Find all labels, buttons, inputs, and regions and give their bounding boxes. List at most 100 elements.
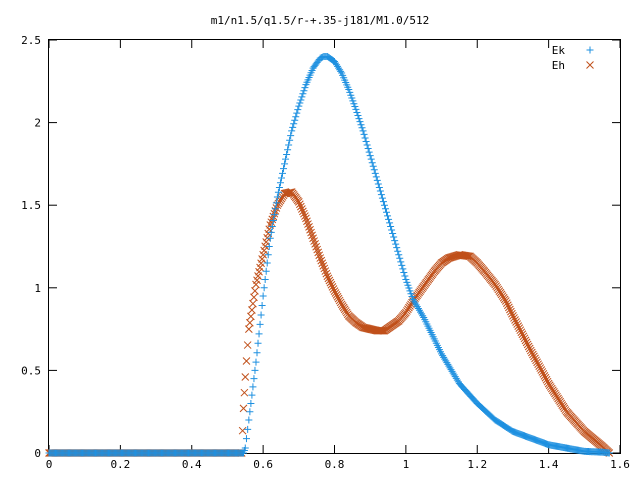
data-point (298, 93, 306, 101)
data-point (304, 220, 312, 228)
data-point (525, 344, 534, 353)
data-point (249, 383, 257, 391)
data-point (386, 219, 394, 227)
data-point (305, 223, 313, 231)
data-point (238, 426, 247, 435)
data-point (357, 121, 365, 129)
data-point (248, 306, 256, 314)
y-tick-label: 1.5 (21, 199, 41, 212)
data-point (503, 301, 512, 310)
data-point (260, 284, 268, 292)
data-point (418, 310, 426, 318)
data-point (335, 296, 344, 305)
data-point (516, 326, 525, 335)
data-point (244, 425, 252, 433)
data-point (535, 362, 544, 370)
data-point (409, 295, 417, 303)
x-tick-label: 0 (46, 458, 53, 471)
data-point (331, 289, 340, 297)
data-point (414, 304, 422, 312)
data-point (324, 274, 333, 283)
data-point (256, 320, 264, 328)
x-tick-label: 1.2 (467, 458, 487, 471)
data-point (307, 228, 315, 237)
data-point (272, 204, 281, 212)
data-point (275, 184, 283, 191)
y-tick-label: 2.5 (21, 34, 41, 47)
data-point (249, 299, 257, 308)
data-point (374, 180, 382, 188)
data-point (285, 141, 293, 149)
data-point (248, 391, 256, 399)
data-point (524, 342, 533, 351)
data-point (298, 205, 306, 213)
data-point (522, 338, 531, 347)
data-point (251, 366, 259, 374)
data-point (510, 314, 518, 322)
data-point (543, 377, 552, 386)
data-point (246, 318, 254, 327)
data-point (288, 127, 296, 135)
plot-frame (48, 39, 621, 454)
data-point (241, 373, 250, 381)
data-point (252, 358, 260, 366)
data-point (251, 287, 259, 295)
data-point (383, 208, 391, 216)
data-point (514, 322, 523, 330)
data-point (512, 318, 520, 326)
data-point (361, 134, 369, 142)
data-point (392, 240, 400, 248)
data-point (295, 102, 303, 110)
data-point (373, 176, 381, 184)
data-point (301, 84, 309, 92)
chart-title: m1/n1.5/q1.5/r-+.35-j181/M1.0/512 (211, 14, 430, 27)
data-point (394, 247, 402, 255)
data-point (353, 108, 361, 116)
data-point (506, 305, 514, 314)
data-point (367, 155, 375, 163)
data-point (400, 268, 408, 276)
data-point (463, 252, 471, 260)
data-point (365, 148, 373, 156)
data-point (384, 212, 392, 220)
data-point (319, 261, 328, 270)
y-tick-label: 2 (34, 117, 41, 130)
data-point (247, 399, 255, 407)
data-point (299, 207, 307, 216)
data-point (263, 259, 271, 267)
data-point (294, 198, 303, 206)
data-point (316, 254, 325, 262)
data-point (280, 165, 288, 173)
x-tick-label: 1.4 (539, 458, 559, 471)
data-point (270, 211, 278, 219)
data-point (539, 370, 548, 378)
data-point (286, 136, 294, 144)
data-point (520, 334, 529, 343)
legend-label-eh: Eh (552, 59, 565, 72)
data-point (266, 234, 274, 242)
data-point (309, 234, 317, 243)
data-point (399, 265, 407, 273)
data-point (328, 283, 337, 291)
data-point (317, 256, 326, 265)
data-point (511, 316, 519, 324)
data-point (502, 299, 511, 307)
data-point (398, 261, 406, 269)
data-point (327, 280, 336, 289)
data-point (329, 285, 338, 293)
data-point (293, 109, 301, 117)
data-point (388, 226, 396, 234)
data-point (274, 188, 282, 196)
data-point (239, 404, 248, 413)
data-point (366, 152, 374, 160)
x-tick-label: 0.6 (253, 458, 273, 471)
data-point (262, 267, 270, 275)
data-point (419, 312, 427, 320)
data-point (507, 307, 515, 316)
data-point (330, 287, 339, 295)
data-point (410, 297, 418, 305)
data-point (281, 160, 289, 168)
data-point (291, 116, 299, 124)
data-point (312, 242, 320, 251)
data-point (391, 237, 399, 245)
